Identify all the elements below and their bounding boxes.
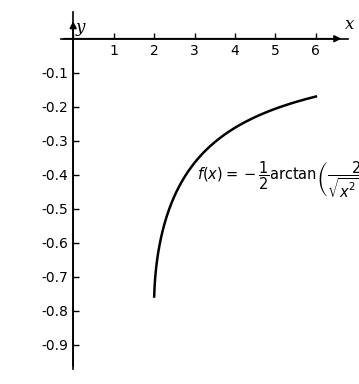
Text: $f(x) = -\dfrac{1}{2}\arctan\!\left(\dfrac{2}{\sqrt{x^2-4}}\right)$: $f(x) = -\dfrac{1}{2}\arctan\!\left(\dfr… — [196, 160, 359, 200]
Text: y: y — [76, 19, 85, 36]
Text: x: x — [345, 16, 354, 33]
